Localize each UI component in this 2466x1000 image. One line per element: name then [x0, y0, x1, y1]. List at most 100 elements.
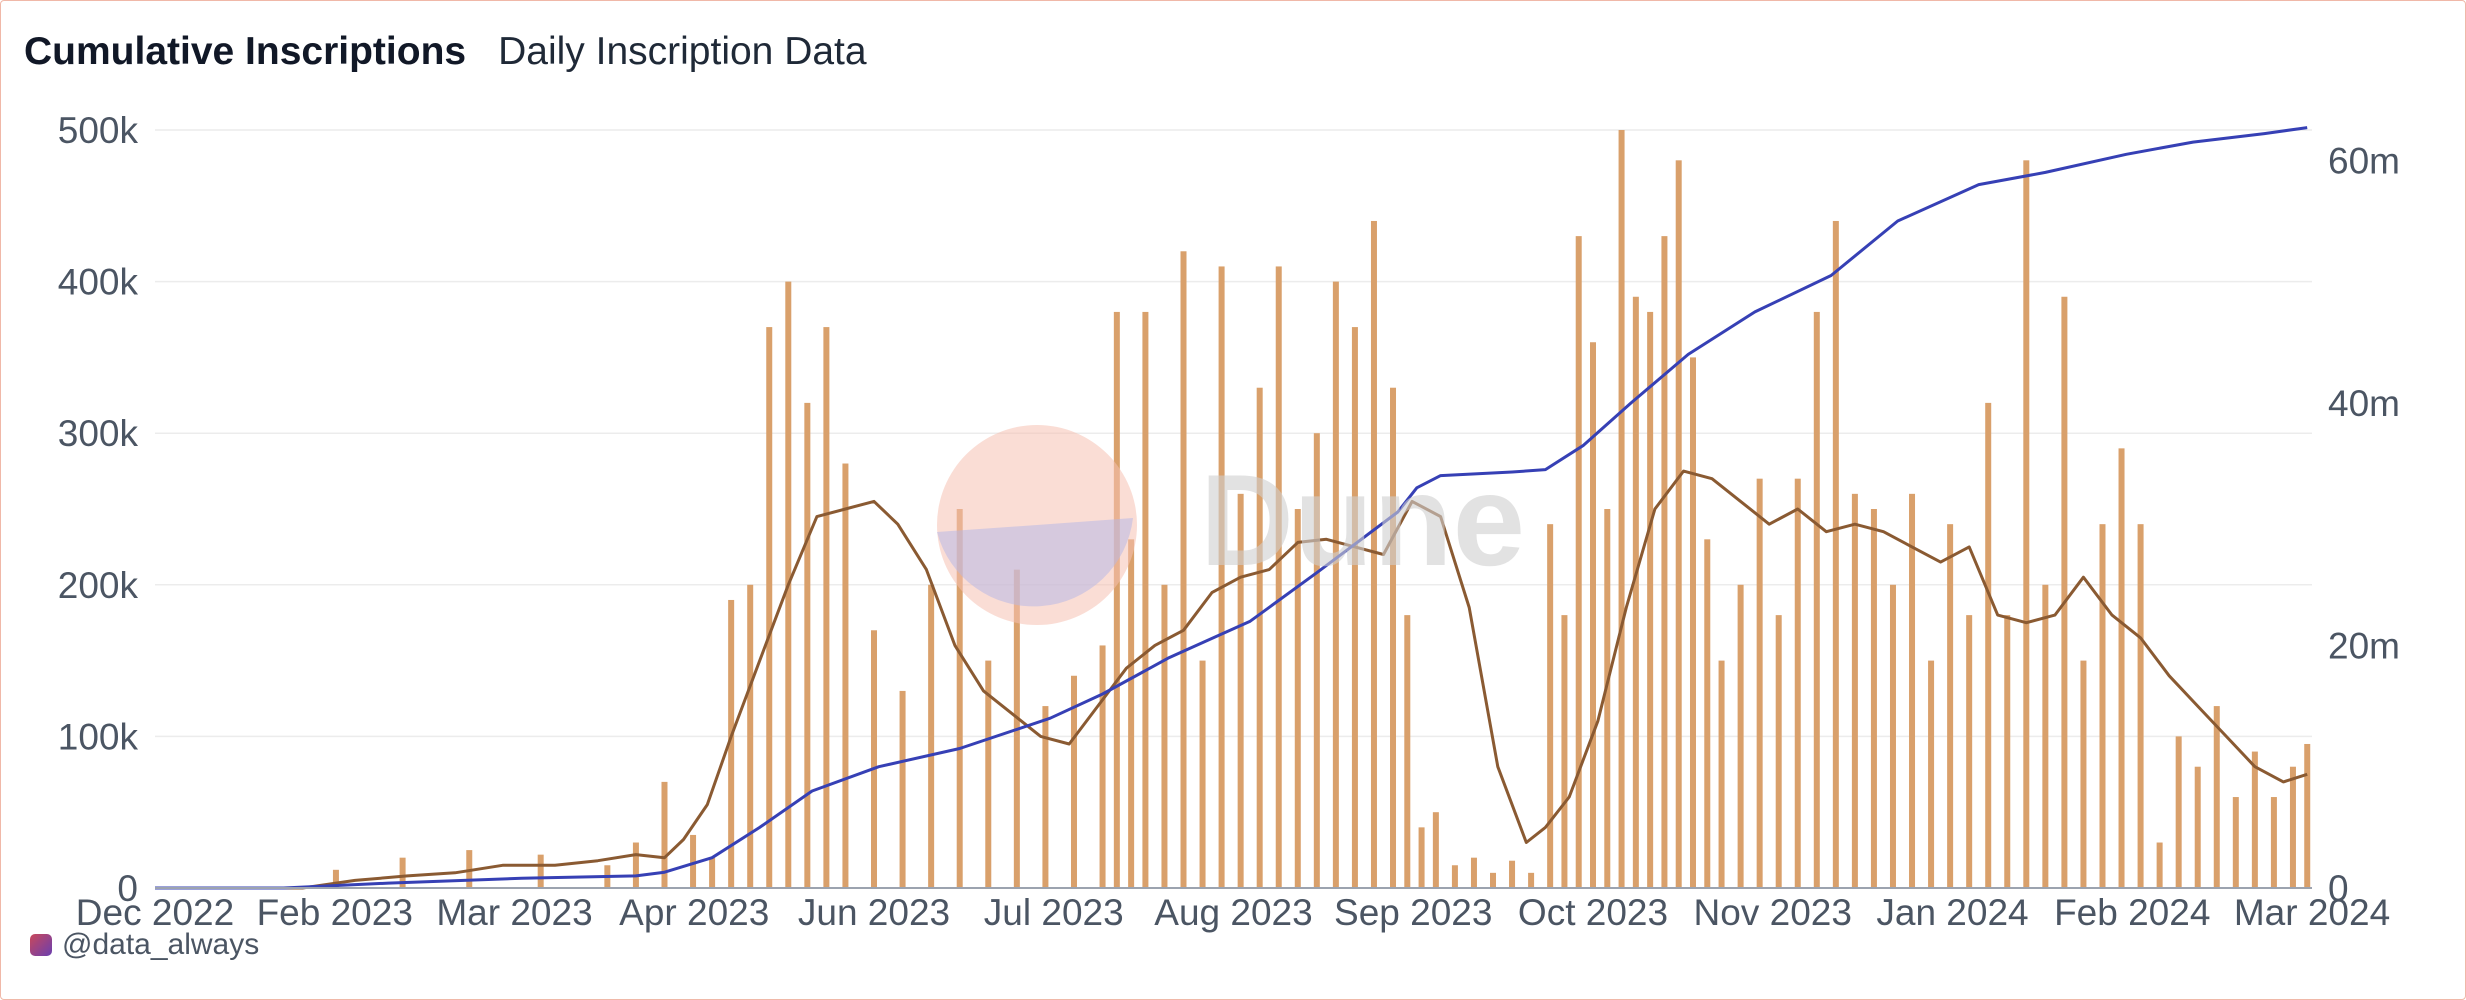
daily-inscriptions-bar — [1432, 812, 1439, 888]
daily-inscriptions-bar — [1756, 478, 1763, 888]
daily-inscriptions-bar — [2137, 524, 2144, 888]
daily-inscriptions-bar — [1704, 539, 1711, 888]
author-credit[interactable]: @data_always — [30, 928, 259, 962]
daily-inscriptions-bar — [1099, 645, 1106, 888]
daily-inscriptions-bar — [804, 402, 811, 888]
x-tick-label: Mar 2023 — [436, 892, 592, 933]
daily-inscriptions-bar — [2175, 736, 2182, 888]
daily-inscriptions-bar — [2023, 160, 2030, 888]
daily-inscriptions-bar — [2042, 584, 2049, 888]
daily-inscriptions-bar — [2004, 615, 2011, 888]
x-tick-label: Jun 2023 — [798, 892, 950, 933]
daily-inscriptions-bar — [2289, 766, 2296, 888]
daily-inscriptions-bar — [1661, 236, 1668, 888]
daily-inscriptions-bar — [766, 327, 773, 889]
daily-inscriptions-bar — [728, 599, 735, 888]
daily-inscriptions-bar — [1313, 433, 1320, 888]
y-left-tick-label: 400k — [58, 262, 139, 303]
moving-average-line — [155, 469, 2308, 890]
daily-inscriptions-bar — [1237, 493, 1244, 888]
y-right-tick-label: 20m — [2328, 625, 2400, 666]
x-tick-label: Feb 2024 — [2054, 892, 2210, 933]
daily-inscriptions-bar — [1909, 493, 1916, 888]
daily-inscriptions-bar — [842, 463, 849, 888]
daily-inscriptions-bar — [661, 781, 668, 888]
x-tick-label: Sep 2023 — [1334, 892, 1492, 933]
y-right-tick-label: 40m — [2328, 383, 2400, 424]
daily-inscriptions-bar — [2232, 797, 2239, 888]
daily-inscriptions-bar — [1332, 281, 1339, 889]
daily-inscriptions-bar — [747, 584, 754, 888]
daily-inscriptions-bar — [1689, 357, 1696, 888]
y-left-tick-label: 200k — [58, 565, 139, 606]
y-right-tick-label: 60m — [2328, 140, 2400, 181]
daily-inscriptions-bar — [709, 857, 716, 888]
daily-inscriptions-bar — [2099, 524, 2106, 888]
daily-inscriptions-bar — [1351, 327, 1358, 889]
daily-inscriptions-bar — [1889, 584, 1896, 888]
daily-inscriptions-bar — [956, 509, 963, 888]
daily-inscriptions-bar — [1775, 615, 1782, 888]
tab-daily-inscription-data[interactable]: Daily Inscription Data — [498, 30, 867, 73]
cumulative-inscriptions-line — [155, 126, 2308, 890]
daily-inscriptions-bar — [1042, 706, 1049, 888]
daily-inscriptions-bar — [1604, 509, 1611, 888]
daily-inscriptions-bar — [1813, 311, 1820, 888]
daily-inscriptions-bar — [1451, 865, 1458, 888]
daily-inscriptions-bar — [1142, 311, 1149, 888]
y-left-tick-label: 100k — [58, 716, 139, 757]
daily-inscriptions-bar — [2118, 448, 2125, 888]
x-tick-label: Mar 2024 — [2234, 892, 2390, 933]
daily-inscriptions-bar — [1404, 615, 1411, 888]
daily-inscriptions-bar — [1294, 509, 1301, 888]
daily-inscriptions-bar — [1113, 311, 1120, 888]
daily-inscriptions-bar — [1070, 675, 1077, 888]
daily-inscriptions-bar — [2156, 842, 2163, 888]
daily-inscriptions-bar — [1737, 584, 1744, 888]
y-right-tick-label: 0 — [2328, 868, 2349, 909]
daily-inscriptions-bar — [1851, 493, 1858, 888]
daily-inscriptions-bar — [1199, 660, 1206, 888]
daily-inscriptions-bar — [871, 630, 877, 888]
daily-inscriptions-bar — [2061, 296, 2068, 888]
daily-inscriptions-bar — [1966, 615, 1973, 888]
x-tick-label: Apr 2023 — [619, 892, 769, 933]
daily-inscriptions-bar — [1275, 266, 1282, 888]
daily-inscriptions-bar — [1370, 220, 1377, 888]
daily-inscriptions-bar — [1870, 509, 1877, 888]
daily-inscriptions-bar — [1590, 342, 1596, 888]
x-tick-label: Jan 2024 — [1876, 892, 2028, 933]
author-handle: @data_always — [62, 928, 260, 961]
daily-inscriptions-bar — [1675, 160, 1682, 888]
y-left-tick-label: 0 — [117, 868, 138, 909]
daily-inscriptions-bar — [1985, 402, 1992, 888]
daily-inscriptions-bar — [1794, 478, 1801, 888]
tab-cumulative-inscriptions[interactable]: Cumulative Inscriptions — [24, 30, 467, 73]
daily-inscriptions-bar — [1256, 387, 1263, 888]
y-left-tick-label: 300k — [58, 413, 139, 454]
daily-inscriptions-bar — [1470, 857, 1477, 888]
daily-inscriptions-bar — [399, 857, 406, 888]
daily-inscriptions-bar — [1161, 584, 1168, 888]
daily-inscriptions-bar — [1528, 872, 1535, 888]
daily-inscriptions-bar — [2213, 706, 2220, 888]
daily-inscriptions-bar — [1509, 860, 1516, 888]
daily-inscriptions-bar — [2270, 797, 2277, 888]
daily-inscriptions-bar — [1490, 872, 1497, 888]
chart-tabs: Cumulative Inscriptions Daily Inscriptio… — [24, 30, 867, 74]
daily-inscriptions-bar — [2304, 743, 2311, 888]
daily-inscriptions-bar — [1180, 251, 1187, 888]
daily-inscriptions-bar — [1575, 236, 1582, 888]
x-tick-label: Nov 2023 — [1694, 892, 1852, 933]
daily-inscriptions-bar — [1218, 266, 1225, 888]
daily-inscriptions-bar — [332, 869, 339, 888]
x-tick-label: Aug 2023 — [1154, 892, 1312, 933]
daily-inscriptions-bar — [899, 690, 906, 888]
daily-inscriptions-bar — [632, 842, 639, 888]
daily-inscriptions-bar — [1618, 130, 1625, 888]
x-tick-label: Oct 2023 — [1518, 892, 1668, 933]
daily-inscriptions-bar — [1561, 615, 1568, 888]
daily-inscriptions-bar — [1832, 220, 1839, 888]
daily-inscriptions-bar — [1418, 827, 1425, 888]
daily-inscriptions-bar — [537, 854, 544, 888]
